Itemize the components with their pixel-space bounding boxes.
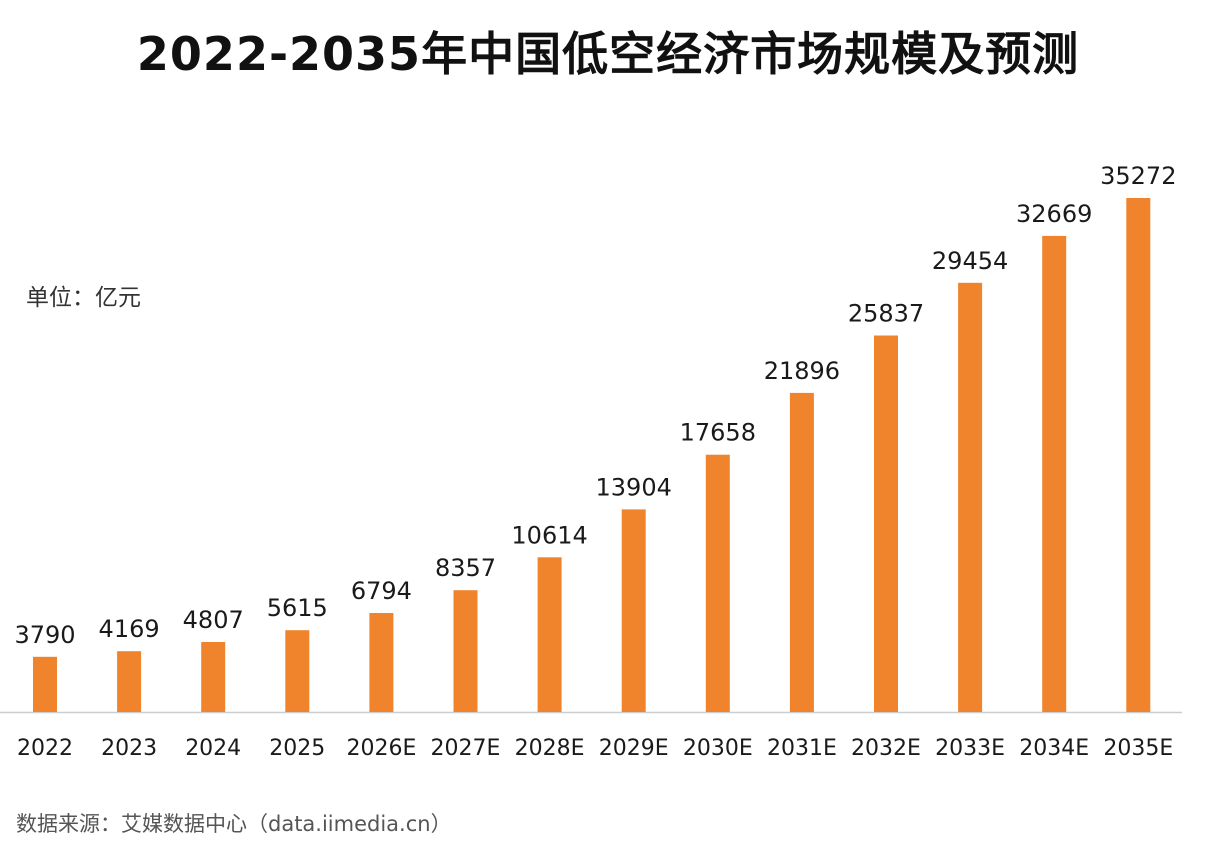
tick-label-2034E: 2034E bbox=[1019, 736, 1089, 761]
tick-label-2026E: 2026E bbox=[346, 736, 416, 761]
value-label-2030E: 17658 bbox=[680, 419, 756, 447]
tick-label-2032E: 2032E bbox=[851, 736, 921, 761]
value-label-2029E: 13904 bbox=[596, 473, 672, 501]
value-label-2024: 4807 bbox=[183, 606, 244, 634]
tick-label-2024: 2024 bbox=[185, 736, 241, 761]
bar-2023 bbox=[117, 651, 142, 712]
value-label-2022: 3790 bbox=[14, 621, 75, 649]
unit-label: 单位：亿元 bbox=[26, 285, 141, 311]
value-label-2031E: 21896 bbox=[764, 357, 840, 385]
value-label-2028E: 10614 bbox=[511, 521, 587, 549]
value-label-2026E: 6794 bbox=[351, 577, 412, 605]
bar-2026E bbox=[369, 613, 394, 712]
tick-label-2035E: 2035E bbox=[1103, 736, 1173, 761]
tick-label-2027E: 2027E bbox=[431, 736, 501, 761]
bar-2033E bbox=[958, 282, 983, 712]
tick-label-2022: 2022 bbox=[17, 736, 73, 761]
value-label-2023: 4169 bbox=[99, 615, 160, 643]
bars-group bbox=[33, 198, 1151, 712]
value-label-2033E: 29454 bbox=[932, 247, 1008, 275]
value-labels-group: 3790 4169 4807 5615 6794 8357 10614 13904 17658 2… bbox=[14, 162, 1176, 649]
tick-label-2023: 2023 bbox=[101, 736, 157, 761]
bar-2022 bbox=[33, 656, 57, 712]
value-label-2027E: 8357 bbox=[435, 554, 496, 582]
chart-title: 2022-2035年中国低空经济市场规模及预测 bbox=[136, 27, 1080, 81]
value-label-2032E: 25837 bbox=[848, 300, 924, 328]
tick-label-2033E: 2033E bbox=[935, 736, 1005, 761]
source-note: 数据来源：艾媒数据中心（data.iimedia.cn） bbox=[16, 812, 452, 836]
bar-2030E bbox=[705, 454, 730, 712]
bar-2025 bbox=[285, 630, 310, 712]
bar-2031E bbox=[789, 392, 814, 712]
value-label-2035E: 35272 bbox=[1100, 162, 1176, 190]
value-label-2034E: 32669 bbox=[1016, 200, 1092, 228]
tick-label-2031E: 2031E bbox=[767, 736, 837, 761]
bar-2028E bbox=[537, 557, 562, 712]
bar-chart: 3790 4169 4807 5615 6794 8357 10614 13904 17658 2… bbox=[0, 162, 1182, 761]
bar-2035E bbox=[1126, 198, 1151, 712]
tick-label-2030E: 2030E bbox=[683, 736, 753, 761]
bar-2032E bbox=[874, 335, 898, 712]
tick-label-2025: 2025 bbox=[269, 736, 325, 761]
value-label-2025: 5615 bbox=[267, 594, 328, 622]
bar-2029E bbox=[621, 509, 646, 712]
tick-label-2029E: 2029E bbox=[599, 736, 669, 761]
tick-label-2028E: 2028E bbox=[515, 736, 585, 761]
bar-2034E bbox=[1042, 235, 1067, 712]
bar-2027E bbox=[453, 590, 478, 712]
tick-labels-group: 2022 2023 2024 2025 2026E 2027E 2028E 2029E 2030… bbox=[17, 736, 1173, 761]
bar-2024 bbox=[201, 642, 226, 712]
